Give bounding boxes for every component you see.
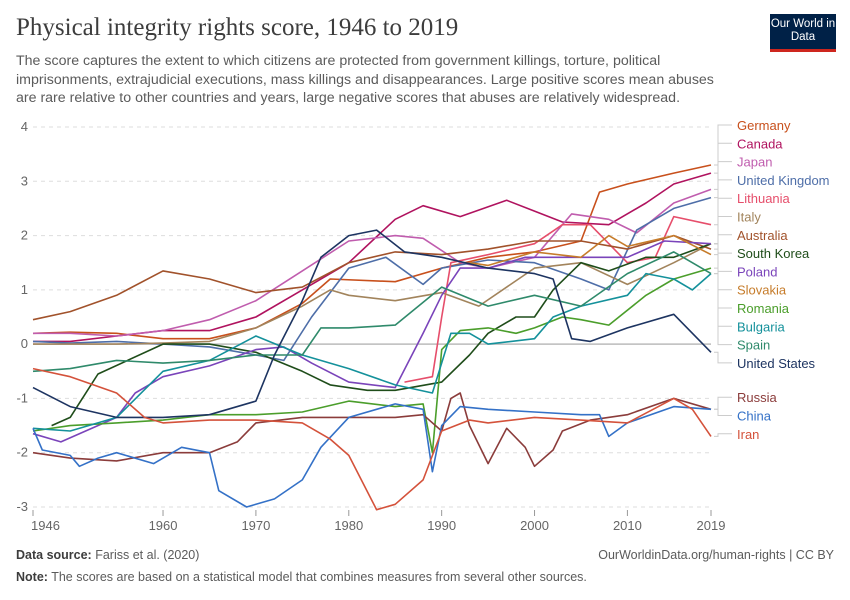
y-tick-label: -1 <box>16 390 28 405</box>
legend-label[interactable]: Australia <box>737 228 788 243</box>
series-line-lithuania <box>404 215 712 383</box>
y-tick-label: -3 <box>16 499 28 514</box>
footer-note: Note: The scores are based on a statisti… <box>16 570 587 584</box>
y-tick-label: 4 <box>21 119 28 134</box>
series-line-japan <box>33 188 712 337</box>
series-line-united-states <box>32 229 712 419</box>
legend-connector <box>714 234 732 250</box>
owid-logo[interactable]: Our World in Data <box>770 14 836 52</box>
x-tick-label: 1946 <box>31 518 60 533</box>
note-label: Note: <box>16 570 48 584</box>
x-tick-label: 2010 <box>613 518 642 533</box>
legend-label[interactable]: Japan <box>737 155 772 170</box>
legend-connector <box>714 267 732 309</box>
series-line-poland <box>32 240 712 443</box>
x-tick-label: 1980 <box>334 518 363 533</box>
legend-label[interactable]: Spain <box>737 338 770 353</box>
legend-connector <box>714 142 732 174</box>
legend-label[interactable]: Germany <box>737 118 791 133</box>
source-label: Data source: <box>16 548 92 562</box>
legend-label[interactable]: Romania <box>737 301 790 316</box>
series-line-china <box>32 403 712 508</box>
legend-connector <box>714 161 732 190</box>
legend-connector <box>714 273 732 327</box>
legend-label[interactable]: Russia <box>737 390 778 405</box>
legend-label[interactable]: United States <box>737 356 816 371</box>
data-source: Data source: Fariss et al. (2020) <box>16 548 199 562</box>
legend-label[interactable]: Lithuania <box>737 191 791 206</box>
series-line-spain <box>32 251 712 373</box>
legend-connector <box>714 179 732 199</box>
legend-label[interactable]: China <box>737 409 772 424</box>
series-line-slovakia <box>469 234 712 267</box>
legend-connector <box>714 396 732 410</box>
x-tick-label: 1960 <box>149 518 178 533</box>
legend-label[interactable]: Iran <box>737 427 759 442</box>
series-line-romania <box>32 267 712 454</box>
legend-connector <box>714 124 732 166</box>
y-tick-label: 2 <box>21 228 28 243</box>
legend-connector <box>714 216 732 245</box>
legend-label[interactable]: United Kingdom <box>737 173 830 188</box>
legend-label[interactable]: Poland <box>737 264 777 279</box>
chart-title: Physical integrity rights score, 1946 to… <box>16 14 459 41</box>
legend-connector <box>714 433 732 437</box>
note-text: The scores are based on a statistical mo… <box>51 570 587 584</box>
legend-connector <box>714 243 732 254</box>
legend-label[interactable]: Bulgaria <box>737 319 785 334</box>
y-tick-label: 0 <box>21 336 28 351</box>
series-line-germany <box>32 164 712 340</box>
legend-label[interactable]: Slovakia <box>737 283 787 298</box>
legend-connector <box>714 254 732 291</box>
series-line-iran <box>32 367 712 511</box>
series-line-australia <box>32 234 712 321</box>
series-line-south-korea <box>51 242 712 427</box>
x-tick-label: 1990 <box>427 518 456 533</box>
legend-connector <box>714 351 732 364</box>
legend-connector <box>714 408 732 416</box>
y-tick-label: 1 <box>21 282 28 297</box>
legend-connector <box>714 273 732 346</box>
series-line-bulgaria <box>32 272 712 432</box>
chart-subtitle: The score captures the extent to which c… <box>16 53 714 106</box>
legend-connector <box>714 243 732 272</box>
legend-label[interactable]: Canada <box>737 136 783 151</box>
y-tick-label: 3 <box>21 173 28 188</box>
legend-label[interactable]: South Korea <box>737 246 810 261</box>
legend-label[interactable]: Italy <box>737 210 761 225</box>
x-tick-label: 2000 <box>520 518 549 533</box>
y-tick-label: -2 <box>16 445 28 460</box>
x-tick-label: 1970 <box>241 518 270 533</box>
x-tick-label: 2019 <box>697 518 726 533</box>
legend-connector <box>714 197 732 226</box>
footer-url[interactable]: OurWorldinData.org/human-rights | CC BY <box>598 548 834 562</box>
series-line-italy <box>33 242 712 345</box>
source-link[interactable]: Fariss et al. (2020) <box>95 548 200 562</box>
